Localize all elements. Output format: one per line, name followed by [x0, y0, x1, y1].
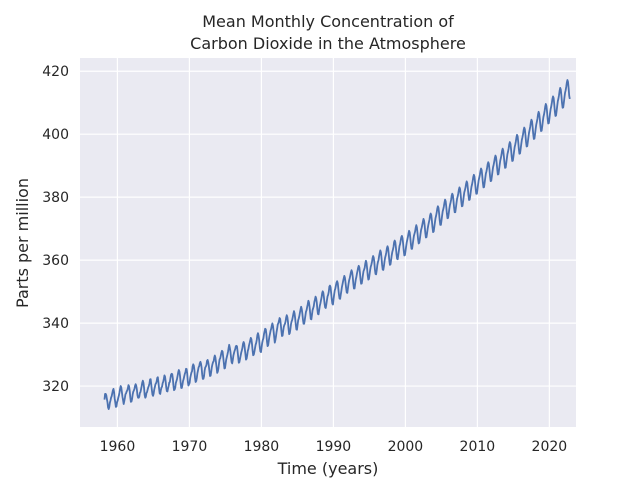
x-axis-label: Time (years)	[277, 459, 379, 478]
x-tick-label: 2010	[460, 439, 496, 455]
x-tick-label: 1980	[244, 439, 280, 455]
co2-series-line	[103, 79, 571, 410]
grid-lines	[80, 58, 576, 427]
x-tick-labels: 1960 1970 1980 1990 2000 2010 2020	[100, 439, 568, 455]
y-tick-label: 380	[42, 190, 69, 206]
y-tick-label: 320	[42, 379, 69, 395]
x-tick-label: 1970	[172, 439, 208, 455]
y-tick-label: 400	[42, 127, 69, 143]
x-tick-label: 1990	[316, 439, 352, 455]
x-tick-label: 1960	[100, 439, 136, 455]
chart-title-line-2: Carbon Dioxide in the Atmosphere	[190, 34, 466, 53]
x-tick-label: 2020	[532, 439, 568, 455]
y-tick-label: 340	[42, 316, 69, 332]
y-tick-label: 420	[42, 64, 69, 80]
chart-title-line-1: Mean Monthly Concentration of	[202, 12, 454, 31]
y-axis-label: Parts per million	[13, 178, 32, 308]
x-tick-label: 2000	[388, 439, 424, 455]
y-tick-labels: 320 340 360 380 400 420	[42, 64, 69, 395]
plot-background	[80, 58, 576, 427]
y-tick-label: 360	[42, 253, 69, 269]
